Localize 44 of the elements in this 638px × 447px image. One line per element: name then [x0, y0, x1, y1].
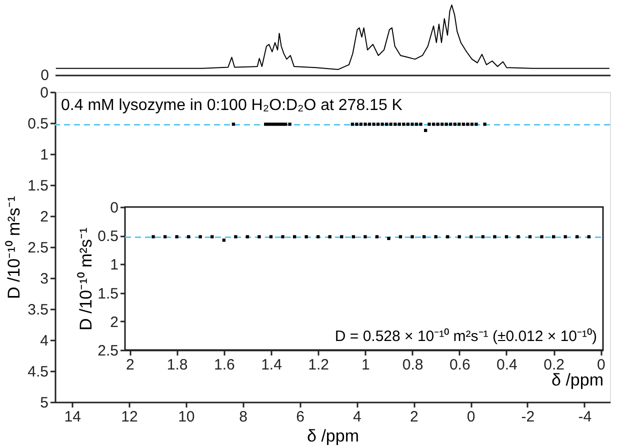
y-tick-label: 0.5: [28, 116, 48, 132]
x-tick-label: 14: [64, 408, 81, 426]
y-tick-label: 0: [110, 200, 118, 216]
y-tick-label: 2: [40, 208, 48, 226]
x-tick-label: 0.4: [496, 356, 518, 374]
y-tick-label: 2.5: [28, 240, 48, 256]
y-tick-label: 3.5: [28, 302, 48, 318]
x-tick-label: 6: [296, 408, 304, 426]
x-tick-label: 0: [596, 356, 606, 374]
y-axis-title: D /10⁻¹⁰ m²s⁻¹: [4, 196, 24, 299]
x-tick-label: 8: [239, 408, 248, 426]
y-tick-label: 1.5: [28, 178, 48, 194]
x-tick-label: 2: [126, 356, 134, 374]
x-tick-label: -2: [521, 408, 535, 426]
x-tick-label: 1.4: [261, 356, 282, 374]
y-axis-title: D /10⁻¹⁰ m²s⁻¹: [76, 227, 96, 330]
x-tick-label: 0.8: [402, 356, 424, 374]
x-tick-label: 1: [362, 356, 370, 374]
y-tick-label: 1: [110, 256, 118, 274]
x-tick-label: 0: [466, 408, 476, 426]
x-tick-label: 0.6: [449, 356, 470, 374]
x-tick-label: 4: [353, 408, 362, 426]
y-tick-label: 1: [40, 146, 48, 164]
x-axis-title: δ /ppm: [552, 370, 604, 390]
annotation: 0.4 mM lysozyme in 0:100 H₂O:D₂O at 278.15 K: [61, 97, 403, 114]
x-tick-label: 0.2: [544, 356, 564, 374]
x-tick-label: 12: [121, 408, 138, 426]
annotation: D = 0.528 × 10⁻¹⁰ m²s⁻¹ (±0.012 × 10⁻¹⁰): [334, 328, 598, 345]
y-tick-label: 0.5: [98, 228, 118, 246]
x-tick-label: 1.8: [166, 356, 188, 374]
x-axis-title: δ /ppm: [307, 426, 359, 446]
y-tick-label: 3: [40, 270, 48, 288]
y-tick-label: 1.5: [98, 285, 118, 302]
x-tick-label: 1.6: [214, 356, 235, 374]
x-tick-label: 2: [410, 408, 418, 426]
y-tick-label: 5: [40, 394, 48, 412]
y-tick-label: 0: [40, 84, 48, 102]
y-tick-label: 4.5: [28, 364, 48, 380]
y-tick-label: 2.5: [98, 342, 118, 360]
y-tick-label: 2: [110, 314, 118, 331]
y-tick-label: 4: [40, 332, 48, 350]
x-tick-label: 1.2: [308, 356, 330, 374]
x-tick-label: -4: [578, 408, 592, 426]
x-tick-label: 10: [178, 408, 195, 426]
